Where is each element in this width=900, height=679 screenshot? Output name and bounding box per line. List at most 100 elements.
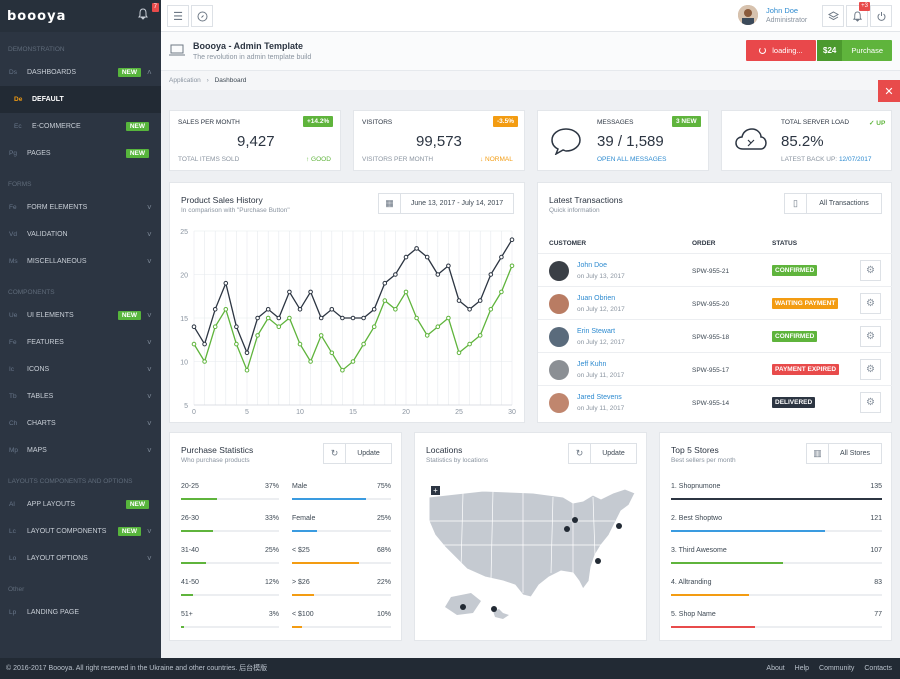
customer-name[interactable]: Erin Stewart xyxy=(577,328,616,335)
panel-subtitle: In comparison with "Purchase Button" xyxy=(181,207,290,214)
data-point xyxy=(308,289,313,295)
zoom-in-button[interactable]: + xyxy=(431,486,440,495)
row-settings-button[interactable]: ⚙ xyxy=(860,359,881,380)
settings-tab[interactable]: ✕ xyxy=(878,80,900,102)
footer-link-help[interactable]: Help xyxy=(794,665,810,672)
bell-icon xyxy=(138,8,148,20)
user-name[interactable]: John Doe xyxy=(766,6,799,15)
loading-button[interactable]: loading... xyxy=(746,40,816,61)
data-point xyxy=(435,324,441,329)
progress-fill xyxy=(671,562,783,564)
footer-link-community[interactable]: Community xyxy=(819,665,855,672)
location-marker[interactable] xyxy=(491,606,497,612)
customer-name[interactable]: John Doe xyxy=(577,262,607,269)
compass-icon xyxy=(197,11,207,21)
data-point xyxy=(287,289,292,295)
nav-label: Tables xyxy=(27,393,54,400)
sidebar-item-ecommerce[interactable]: Ec E-commerce NEW xyxy=(0,113,161,140)
table-row[interactable]: Juan Obrien on July 12, 2017 SPW-955-20 … xyxy=(538,286,892,319)
user-avatar-icon xyxy=(738,5,758,25)
power-button[interactable] xyxy=(870,5,892,27)
sidebar-item-layout-components[interactable]: Lc Layout components NEW ˅ xyxy=(0,518,161,545)
stat-badge: -3.5% xyxy=(493,116,518,127)
hawaii-shape xyxy=(493,609,509,619)
footer-link-contacts[interactable]: Contacts xyxy=(864,665,892,672)
row-settings-button[interactable]: ⚙ xyxy=(860,260,881,281)
backup-date[interactable]: 12/07/2017 xyxy=(838,156,872,163)
chevron-down-icon: ˅ xyxy=(147,526,152,536)
button-label: All Stores xyxy=(840,450,870,457)
data-point xyxy=(446,315,451,321)
sidebar-item-maps[interactable]: Mp Maps ˅ xyxy=(0,437,161,464)
location-marker[interactable] xyxy=(572,517,578,523)
sidebar-item-landing-page[interactable]: Lp Landing page xyxy=(0,599,161,626)
notifications-button[interactable]: +3 xyxy=(846,2,870,27)
customer-name[interactable]: Jeff Kuhn xyxy=(577,361,607,368)
user-role: Administrator xyxy=(766,17,808,24)
sidebar-item-icons[interactable]: Ic Icons ˅ xyxy=(0,356,161,383)
stat-card-server-load: Total server load ✓ UP 85.2% Latest back… xyxy=(721,110,892,171)
sidebar-item-validation[interactable]: Vd Validation ˅ xyxy=(0,221,161,248)
chevron-down-icon: ˅ xyxy=(147,310,152,320)
logo[interactable]: boooya xyxy=(7,8,67,24)
sidebar-item-dashboards[interactable]: Ds Dashboards NEW ˄ xyxy=(0,59,161,86)
row-settings-button[interactable]: ⚙ xyxy=(860,293,881,314)
location-marker[interactable] xyxy=(616,523,622,529)
purchase-button[interactable]: $24 Purchase xyxy=(817,40,892,61)
usa-mainland-shape xyxy=(428,488,636,598)
update-button[interactable]: ↻ Update xyxy=(568,443,637,464)
gear-icon: ⚙ xyxy=(866,331,875,342)
state-borders xyxy=(429,490,615,593)
layers-button[interactable] xyxy=(822,5,844,27)
sidebar-item-app-layouts[interactable]: Al App layouts NEW xyxy=(0,491,161,518)
table-row[interactable]: Jared Stevens on July 11, 2017 SPW-955-1… xyxy=(538,385,892,418)
data-point xyxy=(456,298,462,303)
data-point xyxy=(424,333,430,338)
all-stores-button[interactable]: ▥ All Stores xyxy=(806,443,882,464)
location-marker[interactable] xyxy=(564,526,570,532)
sidebar-item-pages[interactable]: Pg Pages NEW xyxy=(0,140,161,167)
compass-button[interactable] xyxy=(191,5,213,27)
customer-name[interactable]: Juan Obrien xyxy=(577,295,616,302)
data-point xyxy=(477,333,483,338)
sidebar-item-ui-elements[interactable]: Ue UI Elements NEW ˅ xyxy=(0,302,161,329)
nav-label: Miscellaneous xyxy=(27,258,87,265)
sidebar-item-layout-options[interactable]: Lo Layout options ˅ xyxy=(0,545,161,572)
us-map[interactable] xyxy=(423,485,639,627)
table-row[interactable]: John Doe on July 13, 2017 SPW-955-21 Con… xyxy=(538,253,892,286)
sidebar-item-default[interactable]: De Default xyxy=(0,86,161,113)
chevron-down-icon: ˅ xyxy=(147,229,152,239)
row-settings-button[interactable]: ⚙ xyxy=(860,326,881,347)
progress-track xyxy=(292,530,391,532)
sidebar-notifications[interactable]: 7 xyxy=(137,3,159,24)
row-settings-button[interactable]: ⚙ xyxy=(860,392,881,413)
location-marker[interactable] xyxy=(460,604,466,610)
panel-title: Locations xyxy=(426,445,463,455)
sidebar-item-features[interactable]: Fe Features ˅ xyxy=(0,329,161,356)
nav-label: Features xyxy=(27,339,64,346)
table-row[interactable]: Jeff Kuhn on July 11, 2017 SPW-955-17 Pa… xyxy=(538,352,892,385)
progress-track xyxy=(671,530,882,532)
sidebar-item-charts[interactable]: Ch Charts ˅ xyxy=(0,410,161,437)
breadcrumb-parent[interactable]: Application xyxy=(169,77,201,84)
avatar xyxy=(549,360,569,380)
sidebar-item-tables[interactable]: Tb Tables ˅ xyxy=(0,383,161,410)
panel-subtitle: Statistics by locations xyxy=(426,457,489,464)
table-row[interactable]: Erin Stewart on July 12, 2017 SPW-955-18… xyxy=(538,319,892,352)
date-range-picker[interactable]: ▦ June 13, 2017 - July 14, 2017 xyxy=(378,193,514,214)
order-id: SPW-955-21 xyxy=(692,268,730,275)
update-button[interactable]: ↻ Update xyxy=(323,443,392,464)
customer-name[interactable]: Jared Stevens xyxy=(577,394,622,401)
sidebar-item-form-elements[interactable]: Fe Form elements ˅ xyxy=(0,194,161,221)
open-messages-link[interactable]: Open all messages xyxy=(597,156,667,163)
nav-section-components: Components xyxy=(8,289,55,296)
progress-track xyxy=(181,594,279,596)
menu-toggle-button[interactable]: ☰ xyxy=(167,5,189,27)
avatar xyxy=(549,261,569,281)
avatar[interactable] xyxy=(738,5,758,25)
location-marker[interactable] xyxy=(595,558,601,564)
all-transactions-button[interactable]: ▯ All Transactions xyxy=(784,193,882,214)
footer-link-about[interactable]: About xyxy=(766,665,785,672)
sidebar-item-miscellaneous[interactable]: Ms Miscellaneous ˅ xyxy=(0,248,161,275)
